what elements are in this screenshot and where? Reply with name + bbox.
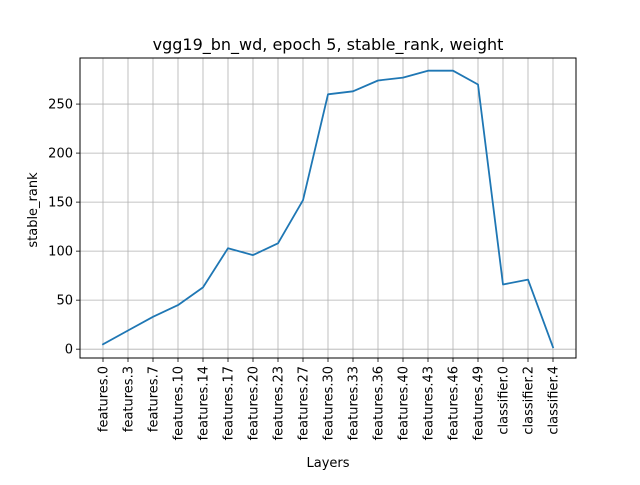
x-tick-label: features.27 [297,366,312,440]
x-tick-label: features.3 [122,366,137,432]
series-line [101,69,555,349]
grid-lines [80,58,576,358]
x-tick-label: classifier.4 [547,366,562,435]
x-tick-label: features.36 [372,366,387,440]
x-tick-label: features.23 [272,366,287,440]
y-tick-label: 250 [48,98,73,113]
x-tick-label: features.40 [397,366,412,440]
x-tick-label: features.46 [447,366,462,440]
x-tick-label: features.33 [347,366,362,440]
x-tick-label: features.0 [97,366,112,432]
series-layer [101,69,555,349]
x-tick-label: features.7 [147,366,162,432]
x-tick-label: features.43 [422,366,437,440]
x-axis-title: Layers [306,456,349,471]
x-tick-label: classifier.2 [522,366,537,435]
x-tick-label: classifier.0 [497,366,512,435]
x-tick-label: features.49 [472,366,487,440]
chart-title: vgg19_bn_wd, epoch 5, stable_rank, weigh… [153,35,504,55]
x-tick-label: features.30 [322,366,337,440]
y-tick-label: 0 [65,343,73,358]
x-tick-label: features.17 [222,366,237,440]
y-tick-label: 150 [48,196,73,211]
y-tick-label: 200 [48,147,73,162]
axis-ticks: features.0 features.3 features.7 features.1… [48,98,561,441]
x-tick-label: features.10 [172,366,187,440]
y-tick-label: 100 [48,245,73,260]
y-tick-label: 50 [56,294,73,309]
x-tick-label: features.20 [247,366,262,440]
x-tick-label: features.14 [197,366,212,440]
y-axis-title: stable_rank [26,172,41,248]
